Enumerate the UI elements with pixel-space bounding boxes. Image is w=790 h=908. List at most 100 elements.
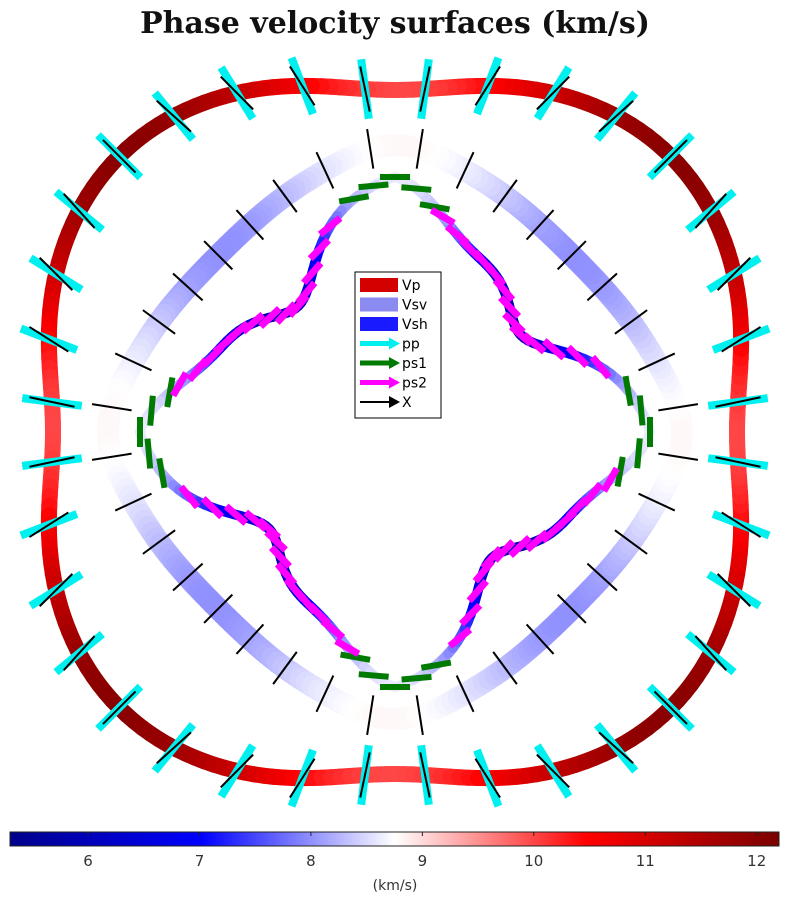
x-marker: [598, 100, 634, 133]
ps2-marker: [541, 338, 567, 361]
x-marker: [536, 753, 570, 789]
x-marker: [653, 690, 688, 725]
x-marker: [142, 309, 176, 335]
x-marker: [556, 593, 587, 624]
x-marker: [492, 179, 518, 213]
ps2-marker: [264, 529, 288, 553]
x-marker: [359, 66, 371, 112]
x-marker: [235, 209, 265, 241]
legend-label-x: X: [402, 395, 412, 411]
legend-label-vsh: Vsh: [402, 317, 428, 333]
ps2-marker: [268, 545, 292, 569]
ps2-marker: [307, 237, 331, 262]
ps1-marker: [358, 671, 389, 680]
x-marker: [694, 635, 727, 671]
colorbar-tick-label: 8: [306, 852, 316, 870]
x-marker: [359, 752, 371, 798]
legend: Vp Vsv Vsh pp ps1 ps2 X: [354, 271, 442, 419]
colorbar-tick-label: 9: [418, 852, 428, 870]
x-marker: [525, 623, 555, 655]
x-marker: [29, 396, 75, 408]
ps2-marker: [429, 207, 456, 227]
legend-swatch-vsv: [360, 297, 398, 312]
colorbar-tick-label: 10: [524, 852, 543, 870]
x-marker: [536, 75, 570, 111]
x-marker: [721, 511, 762, 538]
x-marker: [38, 257, 74, 291]
x-marker: [614, 309, 648, 335]
x-marker: [315, 151, 335, 189]
colorbar: 6 7 8 9 10 11 12 (km/s): [9, 831, 780, 894]
x-marker: [638, 352, 676, 372]
x-marker: [172, 562, 204, 592]
colorbar-label: (km/s): [373, 878, 418, 894]
x-marker: [419, 752, 431, 798]
ps1-marker: [339, 651, 371, 663]
ps2-marker: [480, 545, 503, 571]
ps2-marker: [223, 503, 249, 526]
ps1-marker: [614, 456, 626, 488]
ps1-marker: [144, 438, 154, 469]
ps2-marker: [200, 496, 225, 520]
x-marker: [220, 753, 254, 789]
ps2-marker: [589, 354, 612, 380]
legend-arrowhead-pp: [389, 337, 400, 350]
colorbar-bar: [9, 831, 780, 847]
x-marker: [716, 257, 752, 291]
ps1-marker: [401, 673, 432, 683]
x-marker: [658, 403, 699, 412]
x-marker: [102, 690, 137, 725]
ps2-marker: [287, 293, 310, 319]
ps2-marker: [178, 484, 201, 510]
x-marker: [102, 139, 137, 174]
x-marker: [289, 758, 316, 799]
ps2-marker: [447, 626, 473, 649]
ps2-marker: [459, 602, 483, 627]
legend-arrowhead-x: [389, 396, 400, 408]
chart-title: Phase velocity surfaces (km/s): [140, 6, 650, 41]
ps1-marker: [156, 457, 168, 489]
x-marker: [38, 573, 74, 607]
x-marker: [91, 452, 132, 461]
x-marker: [415, 128, 424, 169]
ps2-marker: [498, 295, 522, 319]
legend-label-pp: pp: [402, 337, 420, 353]
x-marker: [415, 695, 424, 736]
legend-arrowhead-ps1: [389, 357, 400, 369]
ps1-marker: [420, 659, 452, 671]
legend-arrowhead-ps2: [389, 376, 400, 389]
x-marker: [525, 209, 555, 241]
colorbar-tick-label: 6: [83, 852, 93, 870]
vsv-surface: [97, 134, 693, 730]
x-marker: [63, 193, 96, 229]
x-marker: [586, 272, 618, 302]
ps2-marker: [444, 223, 470, 246]
ps2-marker: [274, 301, 298, 325]
velocity-surfaces: [40, 77, 750, 787]
x-marker: [419, 66, 431, 112]
x-marker: [474, 65, 501, 106]
x-marker: [455, 151, 475, 189]
x-marker: [203, 240, 234, 271]
legend-label-vp: Vp: [402, 278, 421, 294]
ps2-marker: [565, 344, 590, 368]
x-marker: [474, 758, 501, 799]
vp-surface: [40, 77, 750, 787]
ps2-marker: [301, 260, 324, 286]
x-marker: [658, 452, 699, 461]
ps2-marker: [334, 637, 361, 657]
x-marker: [694, 193, 727, 229]
ps1-marker: [164, 376, 176, 408]
ps2-marker: [492, 539, 516, 563]
x-marker: [366, 695, 375, 736]
ps2-marker: [256, 517, 282, 540]
x-marker: [272, 651, 298, 685]
ps1-marker: [338, 193, 370, 205]
ps2-marker: [186, 357, 209, 383]
x-marker: [142, 529, 176, 555]
legend-label-ps1: ps1: [402, 356, 427, 372]
colorbar-tick-label: 12: [747, 852, 766, 870]
ps2-marker: [320, 618, 346, 641]
x-marker: [455, 675, 475, 713]
x-marker: [172, 272, 204, 302]
